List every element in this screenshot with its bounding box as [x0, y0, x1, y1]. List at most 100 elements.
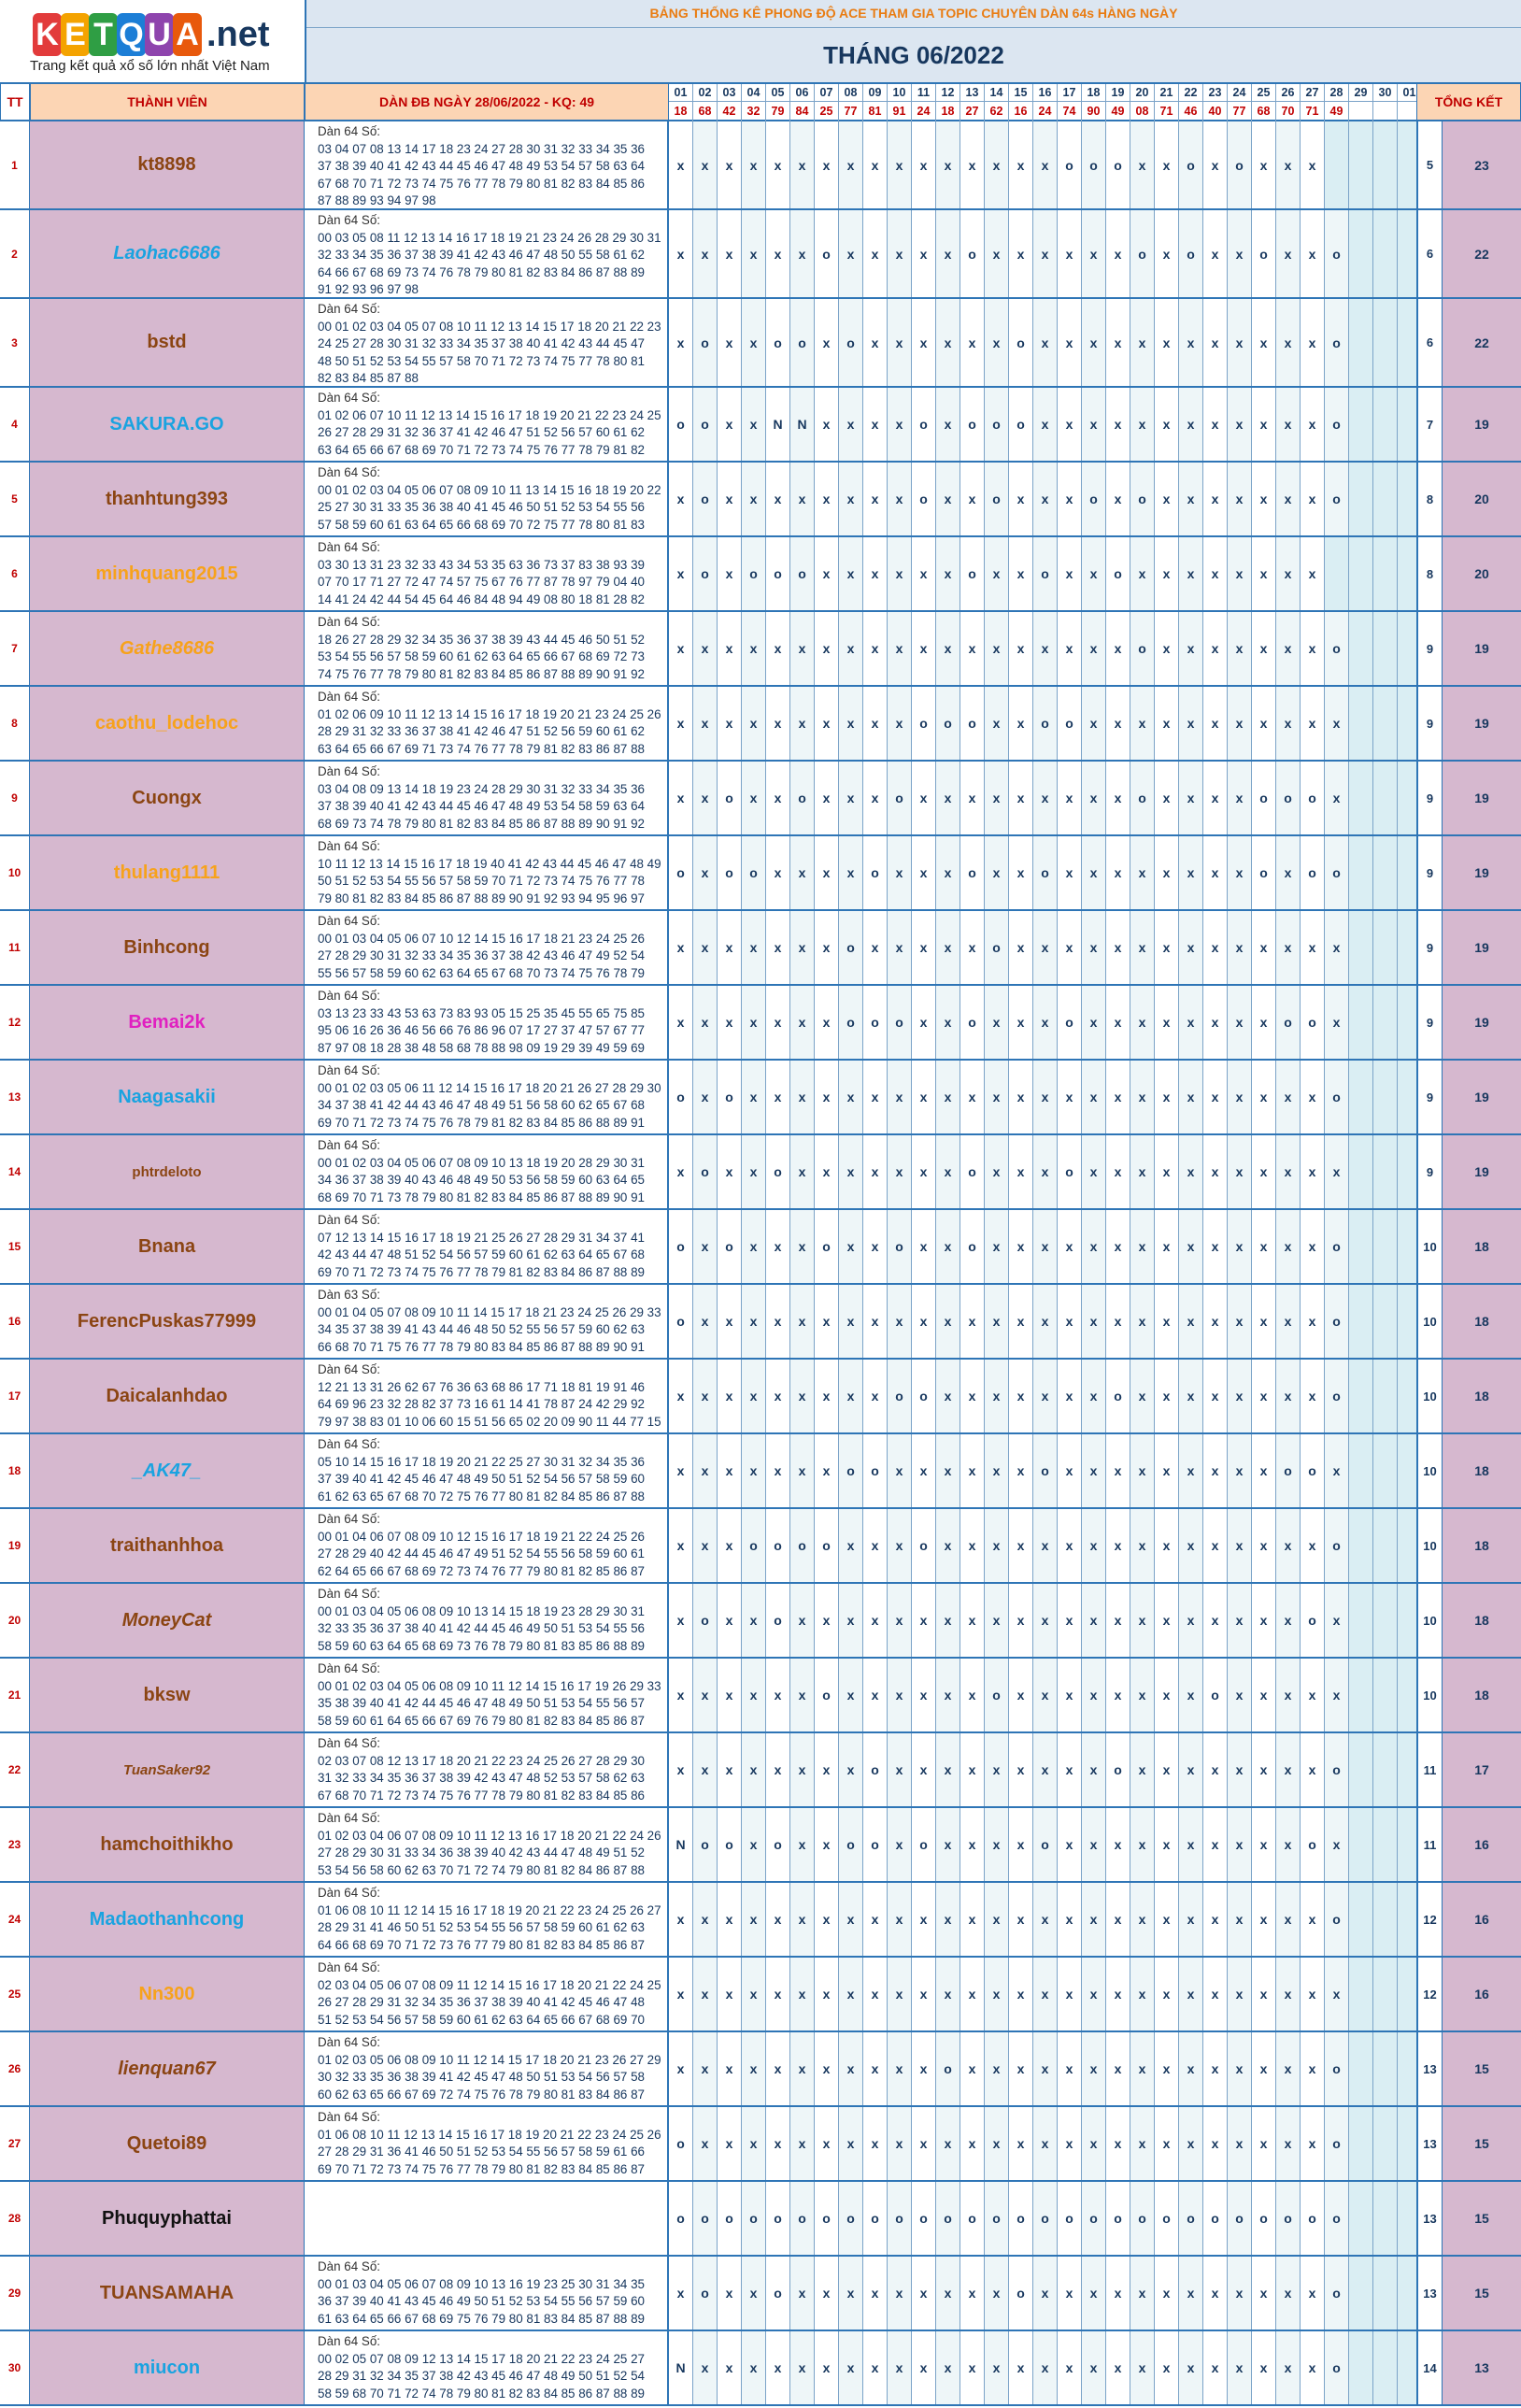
day-mark: x [718, 986, 742, 1059]
table-row: 11 Binhcong Dàn 64 Số: 00 01 03 04 05 06 07… [0, 911, 1521, 986]
member-name[interactable]: Gathe8686 [30, 612, 305, 685]
member-name[interactable]: hamchoithikho [30, 1808, 305, 1881]
day-mark: x [669, 1509, 693, 1582]
member-name[interactable]: thulang1111 [30, 836, 305, 909]
member-name[interactable]: miucon [30, 2331, 305, 2404]
member-name[interactable]: Nn300 [30, 1958, 305, 2030]
dan-numbers: Dàn 64 Số: 01 06 08 10 11 12 14 15 16 17 … [305, 1883, 669, 1956]
table-row: 8 caothu_lodehoc Dàn 64 Số: 01 02 06 09 10 … [0, 687, 1521, 762]
day-mark: x [1228, 1509, 1252, 1582]
day-mark: x [1009, 1360, 1033, 1432]
day-mark: x [1276, 299, 1301, 386]
table-row: 17 Daicalanhdao Dàn 64 Số: 12 21 13 31 26 6… [0, 1360, 1521, 1434]
member-name[interactable]: Cuongx [30, 762, 305, 834]
result-header: 68 [1252, 102, 1276, 121]
day-mark: o [863, 1434, 888, 1507]
day-mark: x [912, 2257, 936, 2330]
member-name[interactable]: Daicalanhdao [30, 1360, 305, 1432]
day-mark: o [1033, 1808, 1058, 1881]
day-mark: x [1106, 1135, 1130, 1208]
total-score: 13 [1443, 2331, 1521, 2404]
table-row: 22 TuanSaker92 Dàn 64 Số: 02 03 07 08 12 13… [0, 1733, 1521, 1808]
day-mark: x [1009, 210, 1033, 297]
day-mark: x [936, 836, 960, 909]
dan-label: Dàn 63 Số: [318, 1288, 380, 1302]
day-mark: x [1276, 612, 1301, 685]
dan-list: 00 01 02 03 04 05 06 07 08 09 10 11 13 1… [318, 482, 661, 536]
member-name[interactable]: MoneyCat [30, 1584, 305, 1657]
member-name[interactable]: kt8898 [30, 121, 305, 208]
member-name[interactable]: Quetoi89 [30, 2107, 305, 2180]
day-mark: o [1301, 762, 1325, 834]
day-mark: o [1106, 121, 1130, 208]
day-mark: x [1179, 2107, 1203, 2180]
day-mark: x [1130, 2331, 1155, 2404]
member-name[interactable]: bstd [30, 299, 305, 386]
day-mark: x [1106, 1285, 1130, 1358]
day-mark: x [1276, 911, 1301, 984]
day-mark: x [1130, 1733, 1155, 1806]
member-name[interactable]: minhquang2015 [30, 537, 305, 610]
day-mark: x [815, 1883, 839, 1956]
member-name[interactable]: TUANSAMAHA [30, 2257, 305, 2330]
day-mark: x [960, 1733, 985, 1806]
member-name[interactable]: thanhtung393 [30, 463, 305, 535]
day-empty [1373, 2257, 1398, 2330]
member-name[interactable]: Bemai2k [30, 986, 305, 1059]
day-mark: x [839, 612, 863, 685]
day-mark: x [1130, 1434, 1155, 1507]
day-mark: x [1276, 1135, 1301, 1208]
day-mark: x [693, 2107, 718, 2180]
member-name[interactable]: Binhcong [30, 911, 305, 984]
member-name[interactable]: phtrdeloto [30, 1135, 305, 1208]
ketqua-logo[interactable]: K E T Q U A .net Trang kết quả xổ số lớn… [0, 0, 306, 82]
member-name[interactable]: lienquan67 [30, 2032, 305, 2105]
day-header: 20 [1130, 84, 1155, 102]
day-mark: x [936, 1434, 960, 1507]
member-name[interactable]: TuanSaker92 [30, 1733, 305, 1806]
member-name[interactable]: bksw [30, 1659, 305, 1731]
day-empty [1349, 121, 1373, 208]
member-name[interactable]: FerencPuskas77999 [30, 1285, 305, 1358]
day-mark: x [1228, 1210, 1252, 1283]
day-mark: o [985, 1659, 1009, 1731]
day-mark: x [1106, 1061, 1130, 1133]
day-mark: x [1058, 537, 1082, 610]
dan-numbers [305, 2182, 669, 2255]
row-number: 26 [0, 2032, 30, 2105]
day-mark: x [669, 1958, 693, 2030]
day-mark: o [1130, 210, 1155, 297]
day-mark: o [985, 463, 1009, 535]
member-name[interactable]: Madaothanhcong [30, 1883, 305, 1956]
day-mark: x [912, 299, 936, 386]
member-name[interactable]: _AK47_ [30, 1434, 305, 1507]
header-tt: TT [0, 82, 30, 121]
day-mark: x [1228, 612, 1252, 685]
result-header: 42 [718, 102, 742, 121]
member-name[interactable]: Naagasakii [30, 1061, 305, 1133]
total-score: 19 [1443, 687, 1521, 760]
member-name[interactable]: SAKURA.GO [30, 388, 305, 461]
member-name[interactable]: Laohac6686 [30, 210, 305, 297]
day-empty [1349, 388, 1373, 461]
day-mark: x [936, 121, 960, 208]
member-name[interactable]: traithanhhoa [30, 1509, 305, 1582]
day-header: 13 [960, 84, 985, 102]
member-name[interactable]: Phuquyphattai [30, 2182, 305, 2255]
day-mark: x [1082, 762, 1106, 834]
day-mark: x [1301, 2032, 1325, 2105]
member-name[interactable]: Bnana [30, 1210, 305, 1283]
day-mark: o [815, 1509, 839, 1582]
miss-count: 9 [1416, 836, 1443, 909]
day-mark: x [888, 2257, 912, 2330]
day-mark: x [1179, 986, 1203, 1059]
day-mark: x [1252, 1584, 1276, 1657]
day-mark: x [1203, 1733, 1228, 1806]
dan-label: Dàn 64 Số: [318, 1512, 380, 1526]
day-mark: x [1301, 2257, 1325, 2330]
day-mark: o [1325, 1360, 1349, 1432]
day-mark: o [766, 1584, 790, 1657]
day-mark: x [1228, 1434, 1252, 1507]
member-name[interactable]: caothu_lodehoc [30, 687, 305, 760]
